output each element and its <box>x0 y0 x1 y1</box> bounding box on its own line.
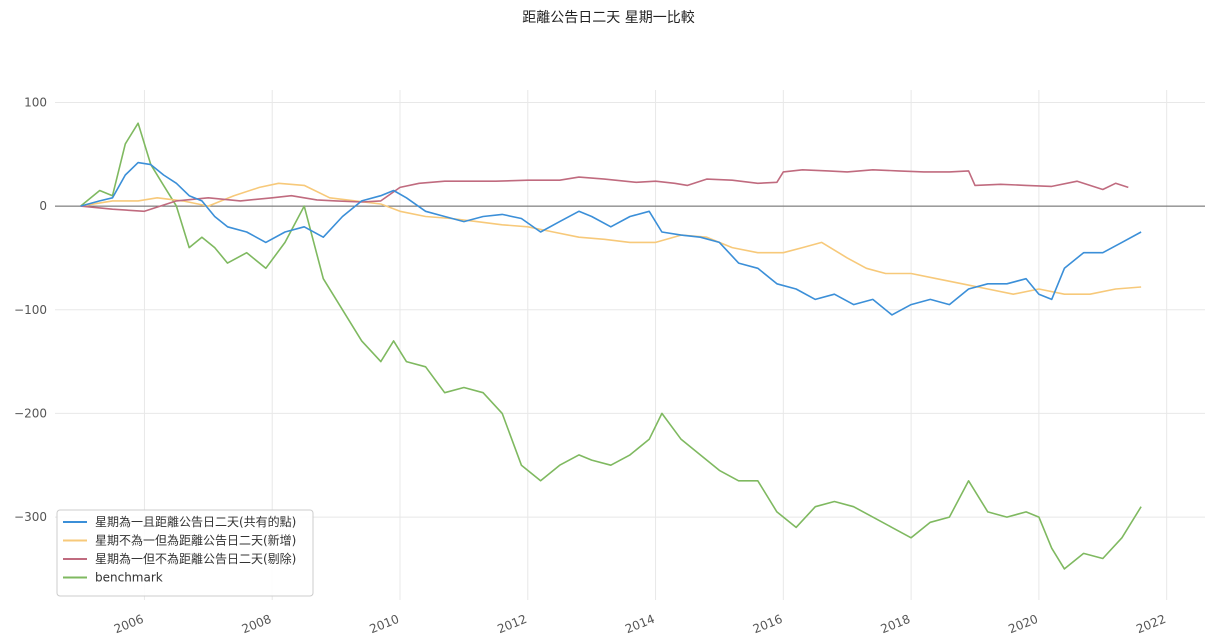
x-tick-label: 2018 <box>879 612 913 636</box>
x-tick-label: 2012 <box>495 612 529 636</box>
x-tick-label: 2020 <box>1006 612 1040 636</box>
y-tick-label: 100 <box>24 95 47 109</box>
x-tick-label: 2006 <box>112 612 146 636</box>
legend: 星期為一且距離公告日二天(共有的點) 星期不為一但為距離公告日二天(新增) 星期為一… <box>56 509 314 597</box>
series-line-3 <box>80 122 1142 570</box>
legend-label: 星期為一且距離公告日二天(共有的點) <box>95 514 296 529</box>
legend-label: 星期為一但不為距離公告日二天(剔除) <box>95 551 296 566</box>
y-axis-ticks: 100 0 −100 −200 −300 <box>14 95 47 524</box>
legend-label: benchmark <box>95 571 163 585</box>
legend-box <box>56 509 314 597</box>
x-tick-label: 2016 <box>751 612 785 636</box>
x-tick-label: 2010 <box>368 612 402 636</box>
y-tick-label: 0 <box>39 199 47 213</box>
x-tick-label: 2022 <box>1134 612 1168 636</box>
x-tick-label: 2014 <box>623 612 657 636</box>
series-line-2 <box>80 169 1129 213</box>
legend-label: 星期不為一但為距離公告日二天(新增) <box>95 533 296 548</box>
x-axis-ticks: 2006 2008 2010 2012 2014 2016 2018 2020 2022 <box>112 612 1168 636</box>
x-tick-label: 2008 <box>240 612 274 636</box>
chart-title: 距離公告日二天 星期一比較 <box>522 10 695 26</box>
y-tick-label: −200 <box>14 406 47 420</box>
series-lines <box>80 122 1142 570</box>
series-line-0 <box>80 161 1142 316</box>
y-tick-label: −100 <box>14 303 47 317</box>
series-line-1 <box>80 182 1142 296</box>
y-tick-label: −300 <box>14 510 47 524</box>
